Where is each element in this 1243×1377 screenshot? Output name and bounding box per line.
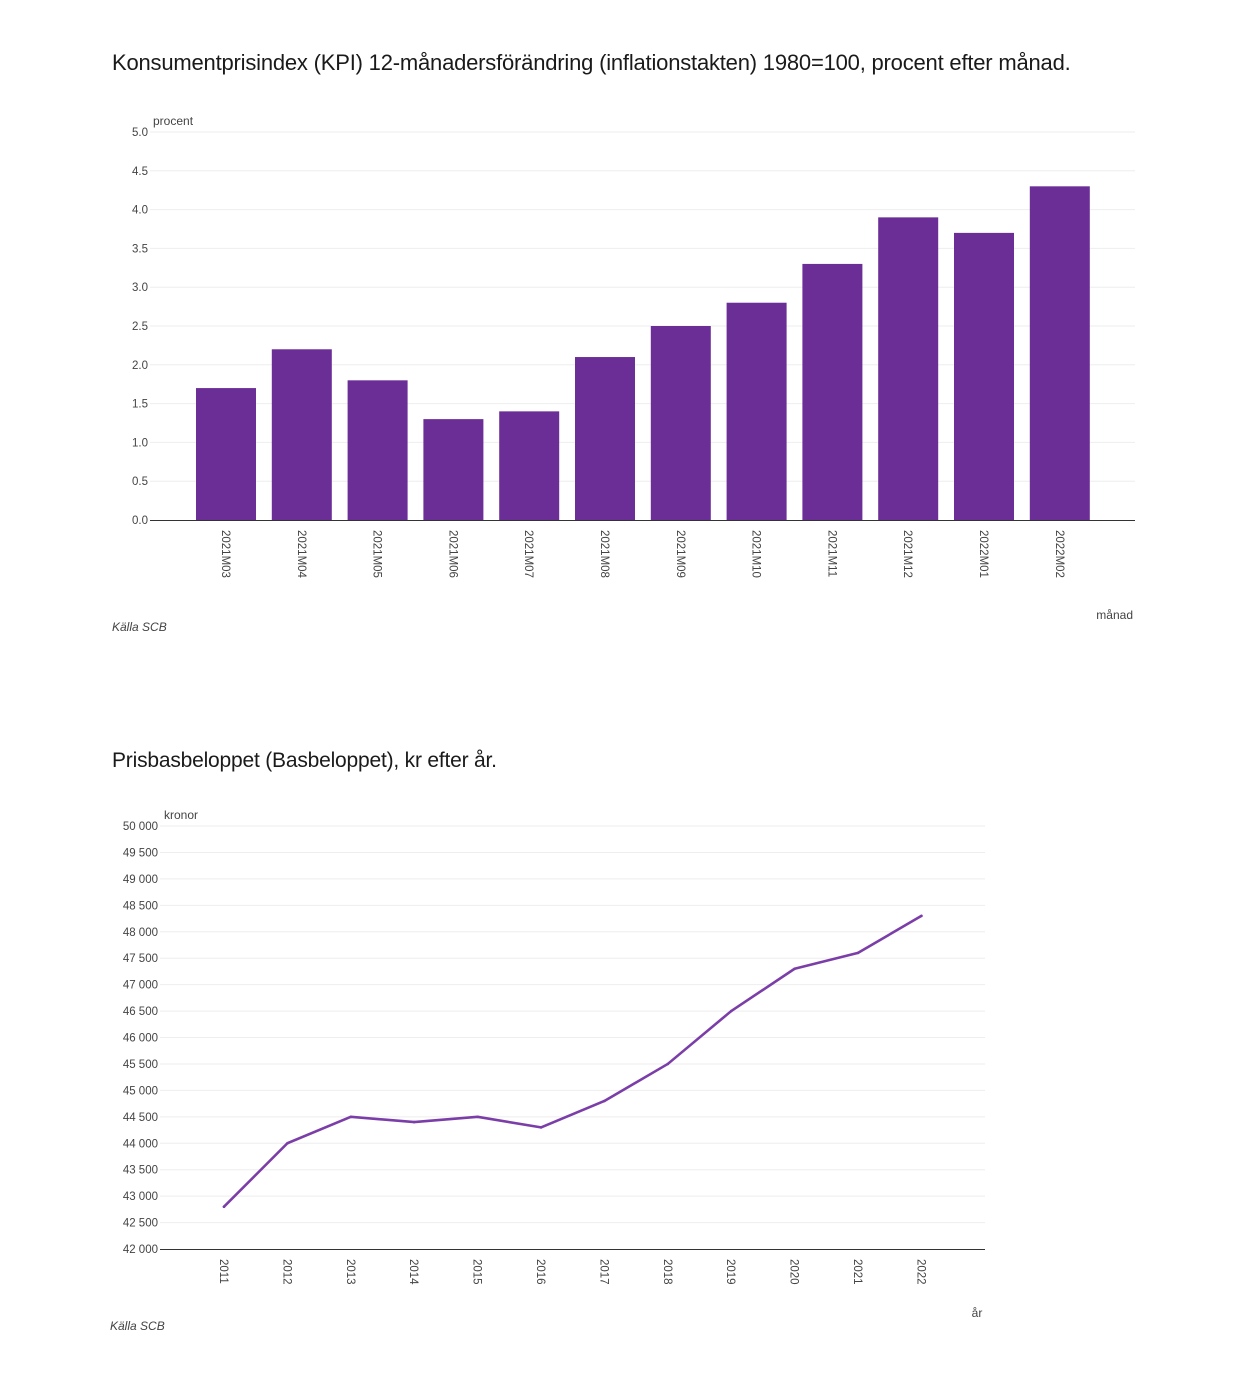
kpi-y-tick-label: 3.0 (132, 282, 148, 294)
pbb-x-tick-label: 2017 (597, 1259, 609, 1285)
kpi-bar-2021M07 (499, 411, 560, 520)
kpi-x-tick-label: 2021M07 (522, 530, 534, 578)
kpi-source-label: Källa SCB (112, 620, 167, 634)
prisbasbelopp-chart-plot: 42 000 42 500 43 000 43 500 44 000 44 500 45 0… (110, 808, 985, 1333)
kpi-y-tick-label: 2.0 (132, 360, 148, 372)
kpi-y-tick-label: 5.0 (132, 127, 148, 139)
kpi-chart-title: Konsumentprisindex (KPI) 12-månadersförä… (112, 50, 1071, 75)
kpi-bar-2021M06 (423, 419, 484, 520)
kpi-bar-2021M09 (650, 326, 711, 520)
kpi-y-tick-label: 1.0 (132, 437, 148, 449)
pbb-point-2022 (920, 914, 923, 918)
pbb-y-tick-label: 45 000 (123, 1085, 158, 1097)
pbb-x-tick-label: 2022 (914, 1259, 926, 1285)
kpi-x-tick-label: 2021M10 (750, 530, 762, 578)
pbb-y-tick-label: 47 500 (123, 953, 158, 965)
kpi-y-unit-label: procent (153, 114, 194, 128)
kpi-bar-2021M12 (878, 217, 939, 521)
pbb-point-2014 (412, 1120, 416, 1124)
pbb-x-tick-label: 2015 (471, 1259, 483, 1285)
pbb-y-unit-label: kronor (164, 808, 198, 822)
kpi-y-tick-label: 2.5 (132, 321, 148, 333)
kpi-x-tick-label: 2021M06 (446, 530, 458, 578)
pbb-x-tick-label: 2020 (788, 1259, 800, 1285)
kpi-x-tick-label: 2021M05 (371, 530, 383, 578)
pbb-point-2020 (793, 967, 796, 971)
kpi-y-tick-label: 0.5 (132, 476, 148, 488)
pbb-y-tick-label: 46 500 (123, 1006, 158, 1018)
pbb-y-tick-label: 48 000 (123, 927, 158, 939)
kpi-x-tick-label: 2021M08 (598, 530, 610, 578)
kpi-bar-2022M01 (954, 232, 1014, 520)
kpi-bar-2021M11 (802, 263, 863, 520)
pbb-x-tick-label: 2016 (534, 1259, 546, 1285)
kpi-y-tick-label: 1.5 (132, 399, 148, 411)
prisbasbelopp-chart-title: Prisbasbeloppet (Basbeloppet), kr efter … (112, 749, 497, 772)
kpi-x-tick-label: 2022M02 (1053, 530, 1065, 578)
pbb-y-tick-label: 42 000 (123, 1244, 158, 1256)
pbb-y-tick-label: 47 000 (123, 980, 158, 992)
kpi-bar-2022M02 (1029, 186, 1090, 520)
pbb-x-tick-label: 2021 (851, 1259, 863, 1285)
pbb-y-tick-label: 43 500 (123, 1165, 158, 1177)
kpi-y-tick-label: 0.0 (132, 515, 148, 527)
pbb-x-tick-label: 2018 (661, 1259, 673, 1285)
pbb-y-tick-label: 48 500 (123, 900, 158, 912)
kpi-bar-2021M10 (726, 302, 787, 520)
pbb-point-2017 (603, 1099, 606, 1103)
kpi-y-tick-label: 4.0 (132, 205, 148, 217)
pbb-x-tick-label: 2011 (217, 1259, 229, 1284)
pbb-point-2011 (222, 1205, 226, 1208)
pbb-x-tick-label: 2014 (407, 1259, 419, 1285)
kpi-x-unit-label: månad (1096, 608, 1133, 622)
kpi-x-tick-label: 2021M09 (674, 530, 686, 578)
kpi-bar-2021M04 (271, 349, 332, 520)
pbb-point-2021 (856, 951, 860, 955)
pbb-x-unit-label: år (972, 1306, 983, 1320)
kpi-x-tick-label: 2022M01 (977, 530, 989, 578)
pbb-x-tick-label: 2012 (280, 1259, 292, 1285)
pbb-y-tick-label: 44 500 (123, 1112, 158, 1124)
kpi-y-tick-label: 3.5 (132, 243, 148, 255)
pbb-x-tick-label: 2013 (344, 1259, 356, 1285)
kpi-x-tick-label: 2021M03 (219, 530, 231, 578)
kpi-x-tick-label: 2021M11 (825, 530, 837, 577)
kpi-x-tick-label: 2021M04 (295, 530, 307, 579)
pbb-y-tick-label: 43 000 (123, 1191, 158, 1203)
pbb-y-tick-label: 44 000 (123, 1138, 158, 1150)
kpi-bar-2021M08 (575, 357, 635, 520)
prisbasbelopp-chart: Prisbasbeloppet (Basbeloppet), kr efter … (0, 730, 1243, 1370)
kpi-x-tick-label: 2021M12 (901, 530, 913, 578)
kpi-chart: Konsumentprisindex (KPI) 12-månadersförä… (0, 0, 1243, 660)
kpi-bar-2021M03 (196, 388, 256, 520)
pbb-point-2016 (539, 1126, 543, 1129)
kpi-y-tick-label: 4.5 (132, 166, 148, 178)
pbb-y-tick-label: 49 500 (123, 847, 158, 859)
pbb-series-line (222, 914, 923, 1209)
pbb-point-2019 (729, 1009, 733, 1013)
kpi-chart-plot: 0.0 0.5 1.0 1.5 2.0 2.5 3.0 3.5 4.0 4.5 5.0 procent… (112, 114, 1135, 634)
pbb-y-tick-label: 46 000 (123, 1033, 158, 1045)
pbb-y-tick-label: 42 500 (123, 1218, 158, 1230)
pbb-x-tick-label: 2019 (724, 1259, 736, 1285)
pbb-source-label: Källa SCB (110, 1319, 165, 1333)
pbb-point-2018 (666, 1062, 670, 1066)
pbb-y-tick-label: 45 500 (123, 1059, 158, 1071)
pbb-y-tick-label: 49 000 (123, 874, 158, 886)
pbb-point-2015 (476, 1115, 479, 1119)
pbb-point-2013 (349, 1115, 353, 1119)
kpi-bar-2021M05 (347, 380, 408, 520)
pbb-y-tick-label: 50 000 (123, 821, 158, 833)
pbb-point-2012 (286, 1141, 289, 1145)
